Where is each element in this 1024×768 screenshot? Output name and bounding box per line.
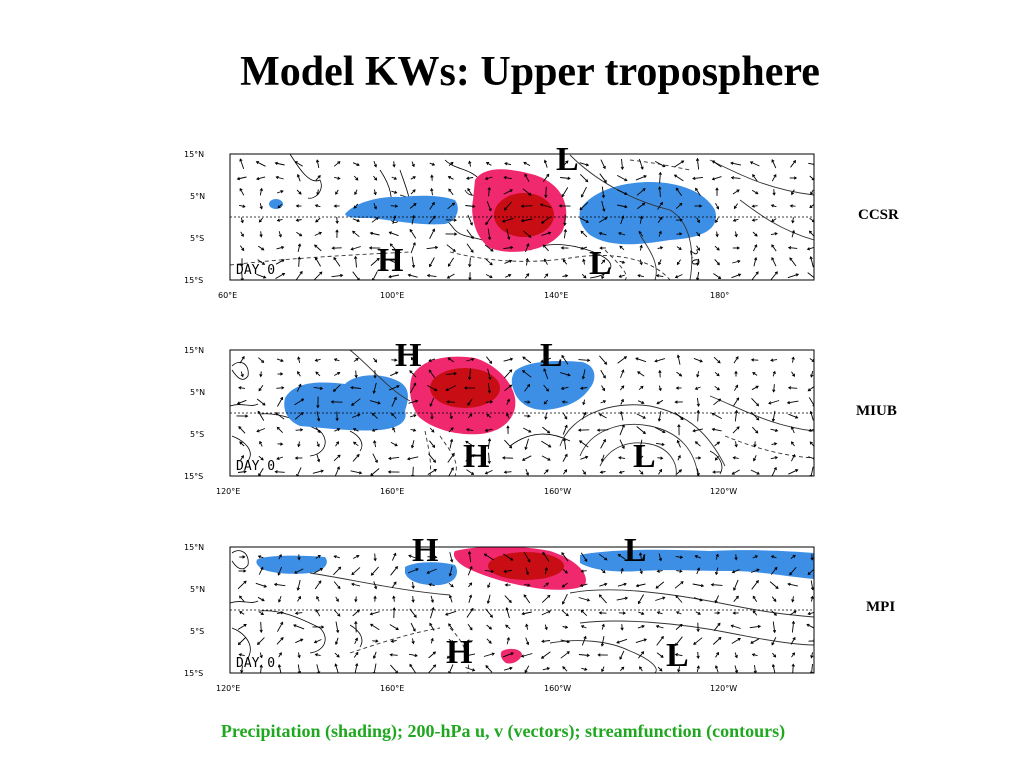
lat-axis: 15°N 5°N 5°S 15°S [184, 543, 205, 678]
high-marker: H [412, 533, 438, 569]
lon-tick: 120°E [216, 487, 240, 496]
map-mpi: 15°N 5°N 5°S 15°S 120°E 160°E 160°W 120°… [184, 533, 815, 693]
day-label: DAY 0 [236, 656, 275, 671]
figure-caption: Precipitation (shading); 200-hPa u, v (v… [220, 721, 786, 741]
wind-vectors [237, 550, 814, 673]
slide-title: Model KWs: Upper troposphere [240, 49, 820, 95]
high-marker: H [395, 337, 421, 374]
low-marker: L [624, 533, 647, 569]
lon-tick: 160°W [544, 487, 571, 496]
wind-vectors [236, 157, 814, 280]
contours [349, 350, 814, 476]
high-marker: H [377, 242, 403, 279]
lon-tick: 160°E [380, 487, 404, 496]
panel-miub: 15°N 5°N 5°S 15°S 120°E 160°E 160°W 120°… [150, 336, 870, 506]
model-label-mpi: MPI [866, 599, 896, 615]
contour-label: 2.0 [687, 249, 701, 267]
lat-axis: 15°N 5°N 5°S 15°S [184, 150, 205, 285]
lon-tick: 60°E [218, 291, 237, 300]
model-label-ccsr: CCSR [858, 207, 899, 223]
lat-tick: 5°N [190, 585, 205, 594]
map-frame [229, 546, 815, 674]
lon-tick: 120°W [710, 684, 737, 693]
low-marker: L [556, 141, 579, 178]
lat-tick: 15°N [184, 543, 204, 552]
lat-tick: 15°S [184, 276, 203, 285]
low-marker: L [666, 637, 689, 674]
lon-tick: 180° [710, 291, 729, 300]
lat-tick: 15°N [184, 150, 204, 159]
panel-ccsr: 2.0 15°N 5°N 5°S 15°S 60°E 100°E 140°E 1… [150, 140, 870, 310]
lat-tick: 5°S [190, 234, 204, 243]
lat-tick: 5°S [190, 430, 204, 439]
lat-tick: 15°S [184, 669, 203, 678]
lon-axis: 120°E 160°E 160°W 120°W [216, 684, 737, 693]
lat-axis: 15°N 5°N 5°S 15°S [184, 346, 205, 481]
low-marker: L [633, 438, 656, 475]
low-marker: L [540, 337, 563, 374]
lon-tick: 120°E [216, 684, 240, 693]
coastlines [230, 550, 363, 659]
map-frame [229, 349, 815, 477]
lon-tick: 140°E [544, 291, 568, 300]
contours [309, 572, 814, 673]
wind-vectors [236, 354, 814, 476]
precip-shading [269, 169, 716, 252]
lat-tick: 5°S [190, 627, 204, 636]
lon-tick: 120°W [710, 487, 737, 496]
lat-tick: 5°N [190, 192, 205, 201]
map-ccsr: 2.0 15°N 5°N 5°S 15°S 60°E 100°E 140°E 1… [184, 141, 815, 300]
lon-tick: 160°E [380, 684, 404, 693]
day-label: DAY 0 [236, 459, 275, 474]
lat-tick: 15°N [184, 346, 204, 355]
lat-tick: 15°S [184, 472, 203, 481]
map-frame [229, 153, 815, 281]
lon-tick: 160°W [544, 684, 571, 693]
panel-mpi: 15°N 5°N 5°S 15°S 120°E 160°E 160°W 120°… [150, 533, 870, 703]
lat-tick: 5°N [190, 388, 205, 397]
map-miub: 15°N 5°N 5°S 15°S 120°E 160°E 160°W 120°… [184, 337, 815, 496]
high-marker: H [446, 634, 472, 671]
high-marker: H [463, 438, 489, 475]
lon-axis: 120°E 160°E 160°W 120°W [216, 487, 737, 496]
low-marker: L [589, 245, 612, 282]
lon-tick: 100°E [380, 291, 404, 300]
model-label-miub: MIUB [856, 403, 897, 419]
lon-axis: 60°E 100°E 140°E 180° [218, 291, 729, 300]
day-label: DAY 0 [236, 263, 275, 278]
